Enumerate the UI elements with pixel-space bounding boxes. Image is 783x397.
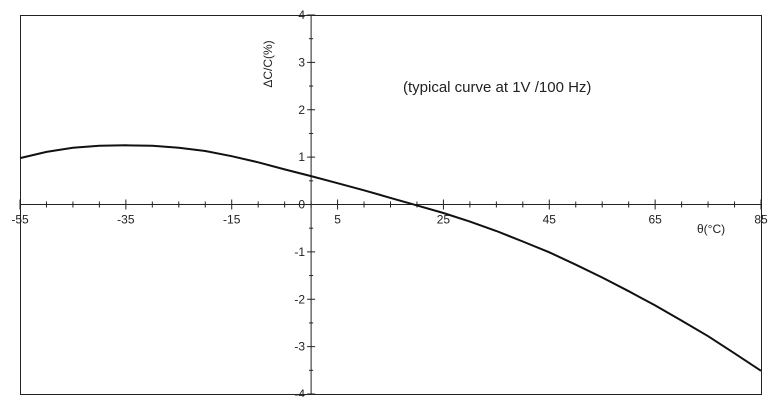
x-tick-label: -15 [223, 213, 241, 227]
x-tick-label: -35 [117, 213, 135, 227]
y-tick-label: 1 [298, 150, 305, 164]
data-curve [19, 144, 762, 372]
x-tick-label: 25 [437, 213, 451, 227]
x-axis-title: θ(°C) [697, 222, 725, 236]
y-tick-label: 4 [298, 8, 305, 22]
y-tick-label: -1 [294, 245, 305, 259]
y-axis-title: ΔC/C(%) [261, 40, 275, 87]
y-tick-label: -4 [294, 387, 305, 397]
annotation-text: (typical curve at 1V /100 Hz) [403, 79, 591, 96]
x-tick-label: -55 [11, 213, 29, 227]
y-tick-label: 2 [298, 103, 305, 117]
tick-labels: -55 -35 -15 5 25 45 65 85 -4 -3 -2 -1 0 1 2 3 4 [11, 8, 768, 397]
y-tick-label: -2 [294, 292, 305, 306]
x-tick-label: 5 [334, 213, 341, 227]
y-tick-label: 3 [298, 55, 305, 69]
y-tick-label: 0 [298, 198, 305, 212]
x-tick-label: 45 [543, 213, 557, 227]
x-tick-label: 65 [648, 213, 662, 227]
ticks [19, 14, 762, 395]
x-tick-label: 85 [754, 213, 768, 227]
y-tick-label: -3 [294, 340, 305, 354]
